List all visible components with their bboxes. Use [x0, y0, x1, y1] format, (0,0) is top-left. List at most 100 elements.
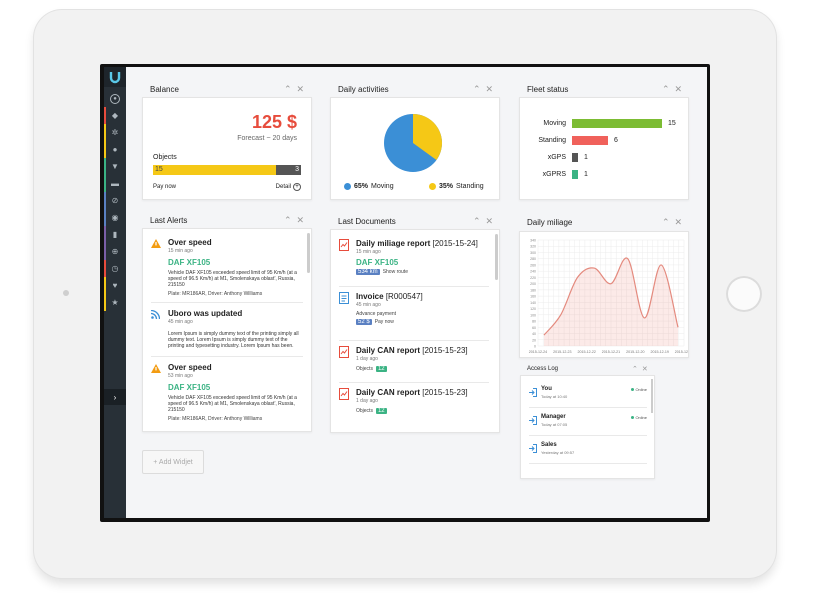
gear-icon: ✲	[111, 128, 119, 137]
alert-vehicle[interactable]: DAF XF105	[168, 258, 211, 267]
document-item[interactable]: Daily CAN report [2015-15-23] 1 day ago …	[339, 346, 489, 372]
pie-slice-standing	[413, 114, 442, 161]
collapse-icon[interactable]: ⌃	[284, 215, 297, 225]
sidebar: ● ◆ ✲ ● ▼ ▬ ⊘ ◉ ▮ ⊕ ◷ ♥ ★ ›	[104, 67, 126, 518]
alert-text: Lorem Ipsum is simply dummy text of the …	[168, 331, 299, 349]
sidebar-accent	[104, 277, 106, 294]
y-tick-label: 80	[532, 320, 536, 324]
doc-suffix: [R000547]	[385, 292, 423, 301]
access-time: Yesterday at 09:57	[541, 450, 575, 455]
collapse-icon[interactable]: ⌃	[473, 84, 486, 94]
sidebar-item-user[interactable]: ●	[104, 90, 126, 107]
access-item[interactable]: Manager Today at 07:05 Online	[529, 414, 647, 434]
close-icon[interactable]: ✕	[485, 84, 499, 94]
collapse-icon[interactable]: ⌃	[473, 216, 486, 226]
alert-time: 53 min ago	[168, 373, 193, 379]
alerts-title: Last Alerts	[150, 216, 188, 225]
pay-now-link[interactable]: Pay now	[153, 184, 177, 190]
close-icon[interactable]: ✕	[485, 216, 499, 226]
collapse-icon[interactable]: ⌃	[662, 84, 675, 94]
close-icon[interactable]: ✕	[641, 366, 652, 373]
y-tick-label: 40	[532, 332, 536, 336]
alert-item[interactable]: Uboro was updated 45 min ago Lorem Ipsum…	[151, 309, 303, 349]
access-log-title: Access Log	[527, 366, 559, 372]
sidebar-item-block[interactable]: ⊘	[104, 192, 126, 209]
sidebar-item-heart[interactable]: ♥	[104, 277, 126, 294]
access-item[interactable]: You Today at 10:40 Online	[529, 386, 647, 406]
y-tick-label: 100	[530, 313, 536, 317]
sidebar-item-star[interactable]: ★	[104, 294, 126, 311]
activities-widget: 65% Moving 35% Standing	[330, 97, 500, 200]
doc-vehicle[interactable]: DAF XF105	[356, 258, 399, 267]
close-icon[interactable]: ✕	[674, 84, 688, 94]
sidebar-item-info[interactable]: ●	[104, 141, 126, 158]
miliage-widget: 0 20 40 60 80 100 120 140 160 180 200 220 240 260 280 3…	[519, 231, 689, 358]
sidebar-item-document[interactable]: ▮	[104, 226, 126, 243]
objects-label: Objects	[153, 154, 177, 161]
user-icon: ●	[110, 93, 120, 104]
sidebar-item-target[interactable]: ◉	[104, 209, 126, 226]
access-scrollbar[interactable]	[651, 379, 653, 413]
miliage-title: Daily miliage	[527, 218, 573, 227]
sidebar-item-globe[interactable]: ⊕	[104, 243, 126, 260]
close-icon[interactable]: ✕	[296, 84, 310, 94]
alert-text: Vehicle DAF XF105 exceeded speed limit o…	[168, 395, 297, 413]
sidebar-accent	[104, 141, 106, 158]
fleet-label: Standing	[538, 137, 566, 144]
balance-forecast: Forecast ~ 20 days	[237, 135, 297, 142]
divider	[529, 407, 647, 408]
sidebar-accent	[104, 158, 106, 175]
miliage-chart: 0 20 40 60 80 100 120 140 160 180 200 220 240 260 280 3…	[529, 239, 688, 355]
doc-pill: 12	[375, 408, 387, 414]
activities-pie	[384, 114, 442, 172]
sidebar-item-bell[interactable]: ◆	[104, 107, 126, 124]
detail-link[interactable]: Detail +	[276, 183, 301, 191]
access-item[interactable]: Sales Yesterday at 09:57	[529, 442, 647, 462]
documents-scrollbar[interactable]	[495, 234, 498, 280]
fleet-row-standing: Standing 6	[520, 135, 688, 147]
documents-widget: Daily miliage report [2015-15-24] 15 min…	[330, 229, 500, 433]
fleet-label: Moving	[543, 120, 566, 127]
y-tick-label: 260	[530, 263, 536, 267]
alert-vehicle[interactable]: DAF XF105	[168, 383, 211, 392]
doc-link[interactable]: Show route	[382, 269, 408, 275]
add-widget-button[interactable]: + Add Widjet	[142, 450, 204, 474]
document-item[interactable]: Daily miliage report [2015-15-24] 15 min…	[339, 239, 489, 275]
x-tick-label: 2015-12-18	[675, 350, 688, 354]
alert-title: Over speed	[168, 363, 212, 372]
document-item[interactable]: Daily CAN report [2015-15-23] 1 day ago …	[339, 388, 489, 414]
sidebar-accent	[104, 260, 106, 277]
sidebar-item-car[interactable]: ▬	[104, 175, 126, 192]
alert-item[interactable]: Over speed 53 min ago DAF XF105 Vehicle …	[151, 363, 303, 422]
warning-icon	[151, 239, 161, 248]
y-tick-label: 340	[530, 239, 536, 243]
close-icon[interactable]: ✕	[674, 217, 688, 227]
document-item[interactable]: Invoice [R000547] 45 min ago Advance pay…	[339, 292, 489, 325]
sidebar-item-clock[interactable]: ◷	[104, 260, 126, 277]
sidebar-item-pin[interactable]: ▼	[104, 158, 126, 175]
fleet-bar	[572, 119, 662, 128]
close-icon[interactable]: ✕	[296, 215, 310, 225]
balance-title: Balance	[150, 85, 179, 94]
sidebar-item-gear[interactable]: ✲	[104, 124, 126, 141]
doc-time: 1 day ago	[356, 398, 378, 404]
legend-moving: 65% Moving	[344, 183, 394, 190]
alert-meta: Plate: MR186AR, Driver: Anthony Williams	[168, 291, 263, 297]
document-icon: ▮	[112, 230, 118, 239]
alert-item[interactable]: Over speed 15 min ago DAF XF105 Vehicle …	[151, 238, 303, 297]
collapse-icon[interactable]: ⌃	[284, 84, 297, 94]
y-tick-label: 240	[530, 270, 536, 274]
alerts-scrollbar[interactable]	[307, 233, 310, 273]
moving-pct: 65%	[354, 183, 369, 190]
doc-pill: 534 km	[356, 269, 380, 275]
x-tick-label: 2015-12-22	[577, 350, 595, 354]
collapse-icon[interactable]: ⌃	[662, 217, 675, 227]
objects-bar: 15 3	[153, 165, 301, 175]
doc-link[interactable]: Pay now	[374, 319, 394, 325]
chevron-right-icon[interactable]: ›	[104, 389, 126, 405]
collapse-icon[interactable]: ⌃	[632, 366, 642, 373]
app-logo[interactable]	[104, 67, 126, 87]
access-log-widget: You Today at 10:40 Online Manager Today …	[520, 375, 655, 479]
x-tick-label: 2015-12-23	[553, 350, 571, 354]
home-button[interactable]	[726, 276, 762, 312]
